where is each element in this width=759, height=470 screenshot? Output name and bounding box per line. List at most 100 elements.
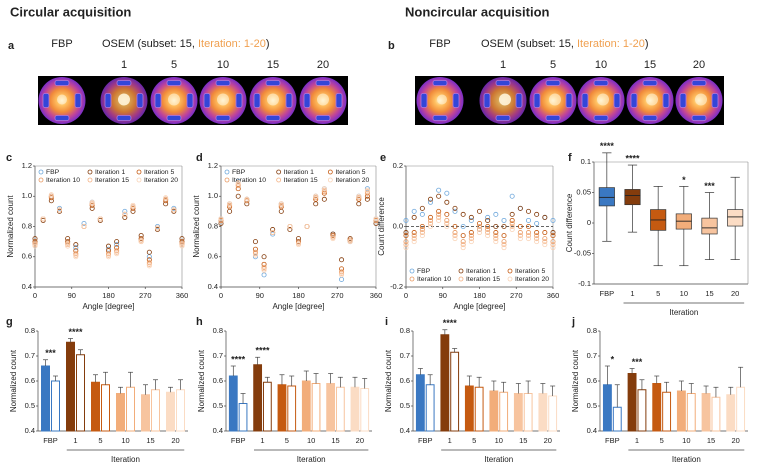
legend-label: Iteration 1 bbox=[95, 169, 125, 176]
panel-letter: e bbox=[380, 152, 386, 164]
data-point bbox=[427, 214, 433, 220]
data-point bbox=[114, 239, 120, 245]
data-point bbox=[106, 243, 112, 249]
y-tick-label: 0.4 bbox=[400, 426, 410, 435]
x-tick-label: 15 bbox=[146, 436, 154, 445]
bar bbox=[726, 394, 736, 432]
recon-feature bbox=[116, 80, 132, 86]
data-point bbox=[476, 208, 482, 214]
recon-feature bbox=[303, 93, 311, 108]
significance: * bbox=[611, 354, 615, 364]
bar bbox=[151, 389, 160, 432]
data-point bbox=[509, 193, 515, 199]
iteration-label: 10 bbox=[217, 59, 229, 71]
data-point bbox=[48, 192, 54, 198]
x-tick-label: 90 bbox=[256, 291, 264, 300]
data-point bbox=[411, 236, 417, 242]
data-point bbox=[339, 269, 345, 275]
recon-core bbox=[267, 93, 279, 106]
recon-feature bbox=[691, 80, 707, 86]
data-point bbox=[485, 233, 491, 239]
x-tick-label: 0 bbox=[219, 291, 223, 300]
x-tick-label: FBP bbox=[600, 289, 615, 298]
box bbox=[701, 217, 718, 235]
legend-label: Iteration 5 bbox=[515, 268, 545, 275]
data-point bbox=[73, 245, 79, 251]
data-point bbox=[542, 214, 548, 220]
data-point bbox=[163, 198, 169, 204]
legend-label: Iteration 15 bbox=[95, 177, 129, 184]
bar bbox=[277, 384, 287, 432]
osem-text: OSEM (subset: 15, bbox=[102, 38, 198, 50]
data-point bbox=[452, 236, 458, 242]
data-point bbox=[493, 230, 499, 236]
bar bbox=[176, 389, 185, 432]
x-tick-label: 180 bbox=[102, 291, 115, 300]
data-point bbox=[154, 225, 160, 231]
significance: **** bbox=[68, 327, 83, 337]
x-tick-label: 20 bbox=[731, 436, 739, 445]
data-point bbox=[517, 236, 523, 242]
recon-core bbox=[57, 94, 67, 105]
recon-feature bbox=[630, 93, 638, 108]
data-point bbox=[138, 236, 144, 242]
x-tick-label: 360 bbox=[176, 291, 189, 300]
data-point bbox=[356, 201, 362, 207]
legend-label: FBP bbox=[232, 169, 246, 176]
data-point bbox=[218, 217, 224, 223]
osem-label: OSEM (subset: 15, Iteration: 1-20) bbox=[102, 38, 270, 50]
recon-feature bbox=[593, 80, 609, 86]
significance: *** bbox=[45, 348, 56, 358]
data-point bbox=[419, 230, 425, 236]
bar bbox=[116, 393, 125, 432]
bar bbox=[538, 393, 548, 432]
data-point bbox=[517, 223, 523, 229]
data-point bbox=[313, 195, 319, 201]
recon-feature bbox=[711, 93, 719, 108]
bar bbox=[253, 364, 263, 432]
data-point bbox=[106, 254, 112, 260]
bar bbox=[425, 384, 435, 432]
y-tick-label: 0.6 bbox=[208, 252, 218, 261]
data-point bbox=[339, 270, 345, 276]
y-tick-label: 0.4 bbox=[208, 282, 218, 291]
data-point bbox=[114, 251, 120, 257]
data-point bbox=[436, 211, 442, 217]
data-point bbox=[65, 243, 71, 249]
data-point bbox=[550, 233, 556, 239]
data-point bbox=[542, 236, 548, 242]
data-point bbox=[403, 239, 409, 245]
data-point bbox=[146, 260, 152, 266]
data-point bbox=[550, 217, 556, 223]
data-point bbox=[419, 205, 425, 211]
data-point bbox=[32, 242, 38, 248]
data-point bbox=[339, 276, 345, 282]
data-point bbox=[261, 266, 267, 272]
bar bbox=[474, 386, 484, 432]
x-axis-title: Iteration bbox=[111, 455, 140, 464]
recon-feature bbox=[432, 115, 448, 121]
recon-feature bbox=[545, 115, 561, 121]
data-point bbox=[526, 223, 532, 229]
x-tick-label: 5 bbox=[472, 436, 476, 445]
data-point bbox=[534, 239, 540, 245]
x-tick-label: 10 bbox=[682, 436, 690, 445]
data-point bbox=[436, 214, 442, 220]
bar bbox=[66, 341, 75, 432]
x-tick-label: 0 bbox=[404, 291, 408, 300]
data-point bbox=[364, 189, 370, 195]
data-point bbox=[364, 196, 370, 202]
data-point bbox=[89, 199, 95, 205]
y-axis-title: Normalized count bbox=[571, 349, 580, 412]
significance: * bbox=[682, 175, 686, 185]
data-point bbox=[154, 223, 160, 229]
x-tick-label: FBP bbox=[43, 436, 58, 445]
legend-marker bbox=[327, 169, 333, 175]
iteration-label: 15 bbox=[644, 59, 656, 71]
x-tick-label: 180 bbox=[473, 291, 486, 300]
bar bbox=[166, 391, 175, 432]
legend-label: Iteration 5 bbox=[335, 169, 365, 176]
bar bbox=[548, 395, 558, 432]
